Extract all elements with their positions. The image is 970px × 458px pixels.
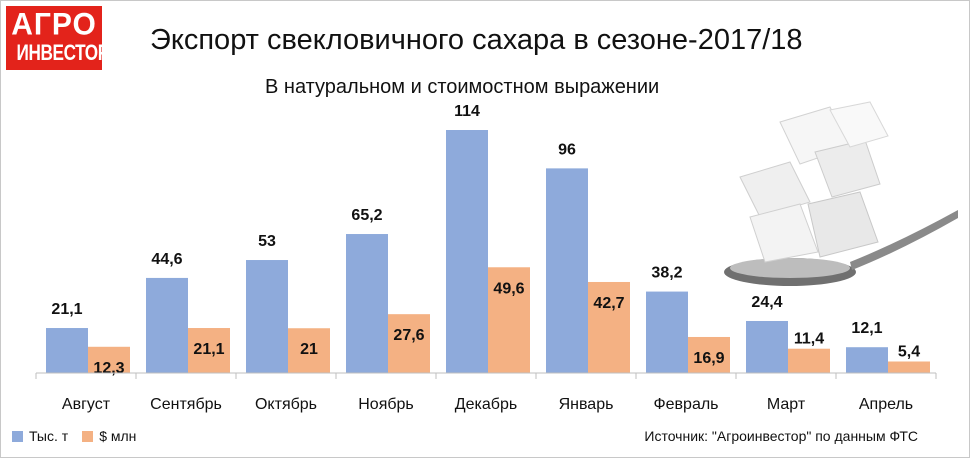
bar-series-1 <box>346 234 388 373</box>
bar-series-2 <box>88 346 130 373</box>
x-tick-label: Январь <box>559 396 614 413</box>
bar-series-2 <box>488 267 530 373</box>
data-label-series-2: 16,9 <box>693 350 724 367</box>
bar-series-1 <box>546 168 588 373</box>
legend-label-series-2: $ млн <box>99 428 137 444</box>
data-label-series-2: 21 <box>300 341 318 358</box>
chart-title: Экспорт свекловичного сахара в сезоне-20… <box>150 24 803 56</box>
data-label-series-1: 114 <box>454 103 480 120</box>
data-label-series-2: 49,6 <box>493 280 524 297</box>
data-label-series-1: 53 <box>258 233 276 250</box>
data-label-series-1: 21,1 <box>51 301 82 318</box>
legend-item-series-2: $ млн <box>82 428 136 444</box>
data-label-series-1: 44,6 <box>151 251 182 268</box>
bar-series-1 <box>146 277 188 373</box>
bar-series-2 <box>888 361 930 373</box>
bar-series-1 <box>46 328 88 373</box>
data-label-series-1: 96 <box>558 141 576 158</box>
data-label-series-1: 24,4 <box>751 294 782 311</box>
x-tick-label: Март <box>767 396 806 413</box>
bar-series-1 <box>646 291 688 373</box>
bar-series-1 <box>846 347 888 373</box>
chart-subtitle: В натуральном и стоимостном выражении <box>265 76 660 98</box>
x-tick-label: Сентябрь <box>150 396 222 413</box>
bar-series-2 <box>688 336 730 373</box>
x-tick-label: Октябрь <box>255 396 317 413</box>
bar-series-1 <box>746 320 788 373</box>
data-label-series-2: 12,3 <box>93 360 124 377</box>
x-tick-label: Август <box>62 396 111 413</box>
x-tick-label: Декабрь <box>455 396 517 413</box>
data-label-series-2: 42,7 <box>593 295 624 312</box>
legend-item-series-1: Тыс. т <box>12 428 68 444</box>
bar-series-2 <box>188 328 230 373</box>
legend-label-series-1: Тыс. т <box>29 428 69 444</box>
data-label-series-2: 21,1 <box>193 341 224 358</box>
data-label-series-1: 65,2 <box>351 207 382 224</box>
sugar-spoon-image <box>724 101 958 286</box>
x-tick-label: Февраль <box>653 396 718 413</box>
x-tick-label: Ноябрь <box>358 396 414 413</box>
legend-swatch-series-2 <box>82 430 94 442</box>
bar-series-2 <box>388 314 430 373</box>
legend: Тыс. т $ млн <box>12 428 150 444</box>
bar-series-2 <box>788 348 830 373</box>
bar-series-2 <box>288 328 330 373</box>
bar-series-2 <box>588 281 630 373</box>
bar-series-1 <box>446 130 488 373</box>
logo-line-1: АГРО <box>11 7 97 42</box>
x-tick-label: Апрель <box>859 396 913 413</box>
legend-swatch-series-1 <box>12 430 23 442</box>
agroinvestor-logo: АГРО ИНВЕСТОР <box>6 6 110 70</box>
data-label-series-1: 12,1 <box>851 320 882 337</box>
data-label-series-1: 38,2 <box>651 265 682 282</box>
data-label-series-2: 27,6 <box>393 327 424 344</box>
data-label-series-2: 5,4 <box>898 343 920 360</box>
data-label-series-2: 11,4 <box>794 331 824 348</box>
logo-line-2: ИНВЕСТОР <box>16 40 110 65</box>
bar-series-1 <box>246 260 288 373</box>
source-note: Источник: "Агроинвестор" по данным ФТС <box>644 428 918 444</box>
